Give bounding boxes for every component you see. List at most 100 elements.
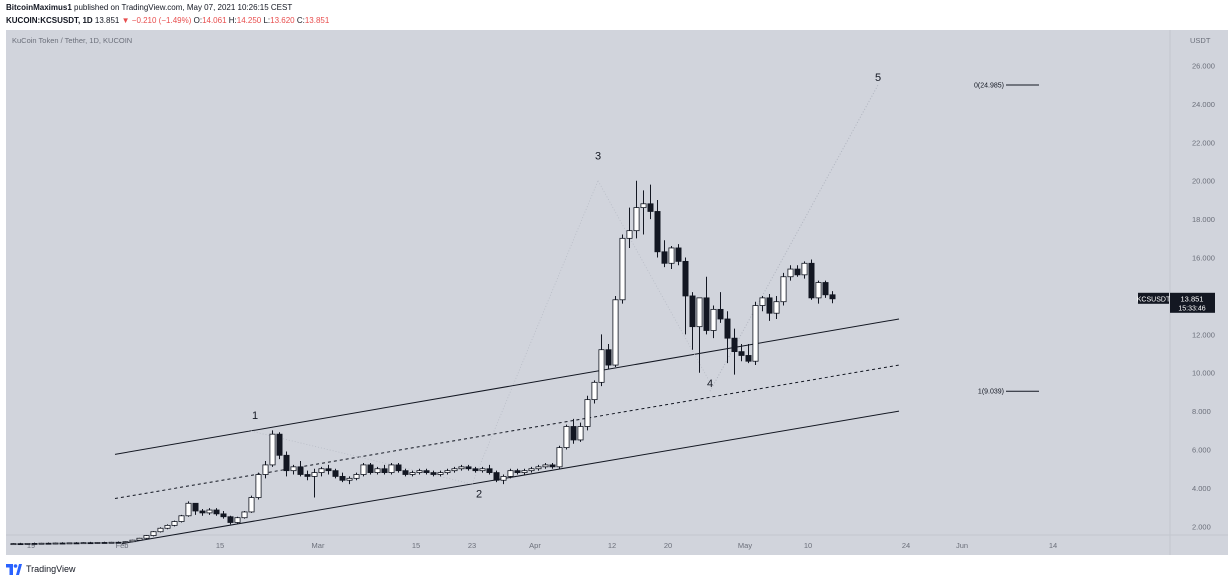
symbol-tag-bg bbox=[1138, 292, 1169, 304]
candle-body bbox=[731, 337, 738, 353]
x-tick-label: 14 bbox=[1049, 541, 1057, 550]
x-tick-label: 10 bbox=[804, 541, 812, 550]
candle-body bbox=[458, 466, 465, 470]
last-price-label: 13.851 bbox=[1181, 294, 1204, 303]
candle-body bbox=[171, 521, 178, 526]
candle-body bbox=[234, 517, 241, 523]
candle-body bbox=[633, 207, 640, 232]
price-chart[interactable]: KuCoin Token / Tether, 1D, KUCOIN USDT 2… bbox=[6, 30, 1228, 555]
candle-body bbox=[52, 542, 59, 545]
tradingview-brand[interactable]: TradingView bbox=[26, 564, 76, 574]
y-tick-label: 10.000 bbox=[1192, 369, 1215, 378]
candle-body bbox=[38, 542, 45, 545]
candle-body bbox=[73, 542, 80, 545]
candle-body bbox=[353, 474, 360, 479]
candle-body bbox=[360, 464, 367, 475]
ohlc-legend: KUCOIN:KCSUSDT, 1D 13.851 ▼ −0.210 (−1.4… bbox=[6, 16, 329, 25]
candle-body bbox=[122, 541, 129, 544]
candle-body bbox=[101, 542, 108, 544]
candle-body bbox=[59, 542, 66, 545]
x-tick-label: Feb bbox=[116, 541, 129, 550]
candle-body bbox=[87, 542, 94, 545]
candle-body bbox=[500, 476, 507, 481]
y-tick-label: 24.000 bbox=[1192, 100, 1215, 109]
y-tick-label: 6.000 bbox=[1192, 446, 1211, 455]
candle-body bbox=[430, 472, 437, 475]
candle-body bbox=[570, 426, 577, 441]
candle-body bbox=[780, 276, 787, 303]
candle-body bbox=[31, 543, 38, 545]
low-label: L: bbox=[263, 16, 271, 25]
fib-trend-line bbox=[709, 84, 879, 392]
candle-body bbox=[150, 531, 157, 536]
candle-body bbox=[794, 268, 801, 276]
candle-body bbox=[605, 349, 612, 366]
candle-body bbox=[94, 542, 101, 544]
x-tick-label: 23 bbox=[468, 541, 476, 550]
channel-upper-line bbox=[114, 318, 900, 455]
candle-body bbox=[521, 470, 528, 473]
x-tick-label: 12 bbox=[608, 541, 616, 550]
candle-body bbox=[395, 464, 402, 472]
wave-label: 5 bbox=[875, 72, 881, 84]
close-value: 13.851 bbox=[304, 16, 330, 25]
x-tick-label: 15 bbox=[412, 541, 420, 550]
candle-body bbox=[542, 464, 549, 468]
candle-body bbox=[801, 262, 808, 276]
candle-body bbox=[409, 472, 416, 475]
author-name[interactable]: BitcoinMaximus1 bbox=[6, 3, 72, 12]
candle-body bbox=[262, 464, 269, 475]
candle-body bbox=[437, 472, 444, 475]
candle-body bbox=[80, 542, 87, 545]
candle-body bbox=[129, 539, 136, 543]
x-tick-label: 15 bbox=[216, 541, 224, 550]
y-tick-label: 26.000 bbox=[1192, 62, 1215, 71]
candle-body bbox=[752, 305, 759, 362]
x-tick-label: Apr bbox=[529, 541, 541, 550]
candle-body bbox=[472, 468, 479, 472]
chart-area[interactable]: KuCoin Token / Tether, 1D, KUCOIN USDT 2… bbox=[6, 30, 1228, 555]
x-tick-label: Jun bbox=[956, 541, 968, 550]
candle-body bbox=[829, 294, 836, 300]
last-value: 13.851 bbox=[94, 16, 120, 25]
y-tick-label: 4.000 bbox=[1192, 484, 1211, 493]
wave-label: 3 bbox=[595, 151, 601, 163]
y-tick-label: 8.000 bbox=[1192, 407, 1211, 416]
candle-body bbox=[283, 454, 290, 472]
candle-body bbox=[535, 466, 542, 470]
candle-body bbox=[766, 297, 773, 314]
x-tick-label: 24 bbox=[902, 541, 910, 550]
chart-title: KuCoin Token / Tether, 1D, KUCOIN bbox=[12, 36, 132, 45]
tradingview-logo-icon[interactable] bbox=[6, 564, 22, 575]
candle-body bbox=[255, 474, 262, 498]
candle-body bbox=[724, 318, 731, 339]
wave-label: 2 bbox=[476, 489, 482, 501]
high-value: 14.250 bbox=[236, 16, 262, 25]
candle-body bbox=[346, 477, 353, 481]
candle-body bbox=[661, 251, 668, 264]
candle-body bbox=[248, 497, 255, 513]
candle-body bbox=[689, 295, 696, 328]
candle-body bbox=[815, 282, 822, 299]
candle-body bbox=[143, 535, 150, 539]
candle-body bbox=[304, 474, 311, 477]
candle-body bbox=[388, 464, 395, 473]
publish-info: BitcoinMaximus1 published on TradingView… bbox=[6, 3, 292, 12]
open-label: O: bbox=[193, 16, 203, 25]
candle-body bbox=[199, 510, 206, 514]
close-label: C: bbox=[296, 16, 305, 25]
candle-body bbox=[493, 472, 500, 481]
candle-body bbox=[710, 308, 717, 331]
candle-body bbox=[423, 470, 430, 473]
channel-mid-line bbox=[114, 364, 900, 499]
candle-body bbox=[703, 297, 710, 331]
wave-label: 4 bbox=[707, 378, 713, 390]
candle-body bbox=[325, 468, 332, 472]
candle-body bbox=[465, 466, 472, 470]
low-value: 13.620 bbox=[270, 16, 295, 25]
x-tick-label: May bbox=[738, 541, 752, 550]
candle-body bbox=[682, 260, 689, 297]
candle-body bbox=[584, 399, 591, 427]
candle-body bbox=[374, 468, 381, 473]
chart-background bbox=[6, 30, 1228, 555]
